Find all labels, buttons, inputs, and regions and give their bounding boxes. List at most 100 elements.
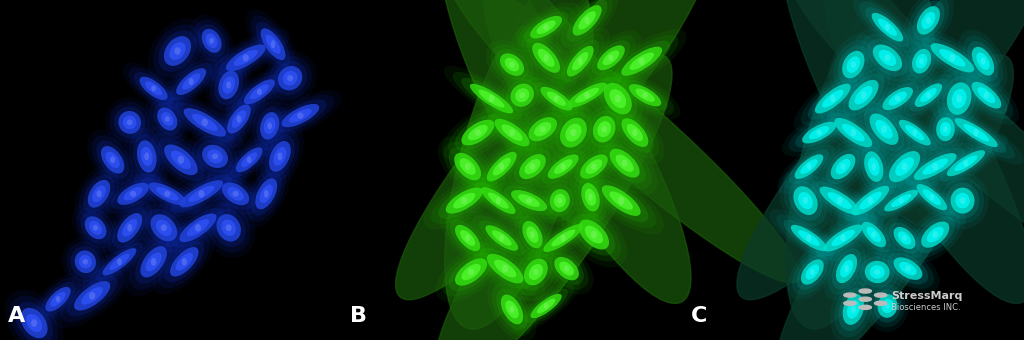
Ellipse shape <box>487 277 537 340</box>
Ellipse shape <box>530 16 562 38</box>
Ellipse shape <box>89 237 150 286</box>
Ellipse shape <box>554 159 572 174</box>
Ellipse shape <box>843 294 864 325</box>
Ellipse shape <box>891 194 911 207</box>
Ellipse shape <box>50 292 66 307</box>
Ellipse shape <box>247 157 252 163</box>
Ellipse shape <box>199 190 205 198</box>
Ellipse shape <box>605 101 665 164</box>
Ellipse shape <box>802 122 837 143</box>
Ellipse shape <box>910 211 961 258</box>
Ellipse shape <box>852 186 889 215</box>
Ellipse shape <box>941 177 984 224</box>
Ellipse shape <box>807 164 811 170</box>
Ellipse shape <box>74 281 111 310</box>
Ellipse shape <box>804 175 876 226</box>
Ellipse shape <box>930 194 934 201</box>
Ellipse shape <box>883 145 927 188</box>
Ellipse shape <box>169 42 185 60</box>
Ellipse shape <box>629 84 662 106</box>
Ellipse shape <box>959 197 966 204</box>
Ellipse shape <box>932 140 1000 187</box>
Ellipse shape <box>181 258 187 266</box>
Ellipse shape <box>864 107 904 151</box>
Ellipse shape <box>478 90 505 107</box>
Ellipse shape <box>52 264 132 328</box>
Ellipse shape <box>514 248 557 296</box>
Ellipse shape <box>111 178 156 209</box>
Ellipse shape <box>111 156 115 163</box>
Ellipse shape <box>529 164 536 170</box>
Ellipse shape <box>808 78 858 120</box>
Ellipse shape <box>250 84 268 99</box>
Ellipse shape <box>266 95 335 137</box>
Ellipse shape <box>602 185 641 216</box>
Ellipse shape <box>158 52 224 111</box>
Ellipse shape <box>907 0 949 46</box>
Ellipse shape <box>222 182 249 205</box>
Ellipse shape <box>497 70 548 121</box>
Bar <box>341 0 683 340</box>
Ellipse shape <box>141 147 153 166</box>
Ellipse shape <box>910 179 953 216</box>
Ellipse shape <box>924 135 1008 192</box>
Ellipse shape <box>511 190 547 211</box>
Ellipse shape <box>439 0 598 226</box>
Ellipse shape <box>495 119 529 146</box>
Ellipse shape <box>776 215 842 261</box>
Ellipse shape <box>79 169 119 219</box>
Ellipse shape <box>10 295 58 340</box>
Ellipse shape <box>195 224 201 232</box>
Ellipse shape <box>117 258 122 266</box>
Ellipse shape <box>561 234 565 242</box>
Ellipse shape <box>518 216 547 254</box>
Ellipse shape <box>529 140 597 193</box>
Ellipse shape <box>72 203 120 253</box>
Ellipse shape <box>905 148 966 186</box>
Ellipse shape <box>475 140 528 193</box>
Ellipse shape <box>972 47 994 75</box>
Ellipse shape <box>521 31 571 85</box>
Ellipse shape <box>856 139 891 194</box>
Ellipse shape <box>850 247 904 297</box>
Ellipse shape <box>4 290 63 340</box>
Ellipse shape <box>884 190 919 211</box>
Ellipse shape <box>210 59 248 111</box>
Ellipse shape <box>273 147 287 166</box>
Ellipse shape <box>519 92 525 98</box>
Ellipse shape <box>483 0 691 303</box>
Ellipse shape <box>153 230 216 294</box>
Ellipse shape <box>88 180 111 208</box>
Ellipse shape <box>202 145 228 168</box>
Ellipse shape <box>481 146 522 187</box>
Ellipse shape <box>932 63 986 134</box>
Ellipse shape <box>467 176 529 225</box>
Ellipse shape <box>249 96 291 156</box>
Ellipse shape <box>909 79 947 112</box>
Ellipse shape <box>123 116 136 129</box>
Ellipse shape <box>557 198 562 203</box>
Ellipse shape <box>450 0 800 283</box>
Ellipse shape <box>565 124 582 141</box>
Ellipse shape <box>841 164 846 170</box>
Ellipse shape <box>140 203 187 252</box>
Ellipse shape <box>538 49 554 67</box>
Ellipse shape <box>864 151 884 182</box>
Ellipse shape <box>885 218 925 258</box>
Ellipse shape <box>175 102 234 142</box>
Ellipse shape <box>61 237 109 287</box>
Ellipse shape <box>877 139 933 194</box>
Ellipse shape <box>816 130 822 136</box>
Ellipse shape <box>950 188 975 214</box>
Ellipse shape <box>613 41 671 82</box>
Ellipse shape <box>226 45 265 71</box>
Ellipse shape <box>864 177 938 224</box>
Ellipse shape <box>129 127 165 186</box>
Ellipse shape <box>231 110 246 128</box>
Ellipse shape <box>956 95 963 103</box>
Ellipse shape <box>922 37 983 78</box>
Ellipse shape <box>157 107 177 131</box>
Ellipse shape <box>964 160 969 167</box>
Ellipse shape <box>283 71 297 86</box>
Ellipse shape <box>936 117 954 141</box>
